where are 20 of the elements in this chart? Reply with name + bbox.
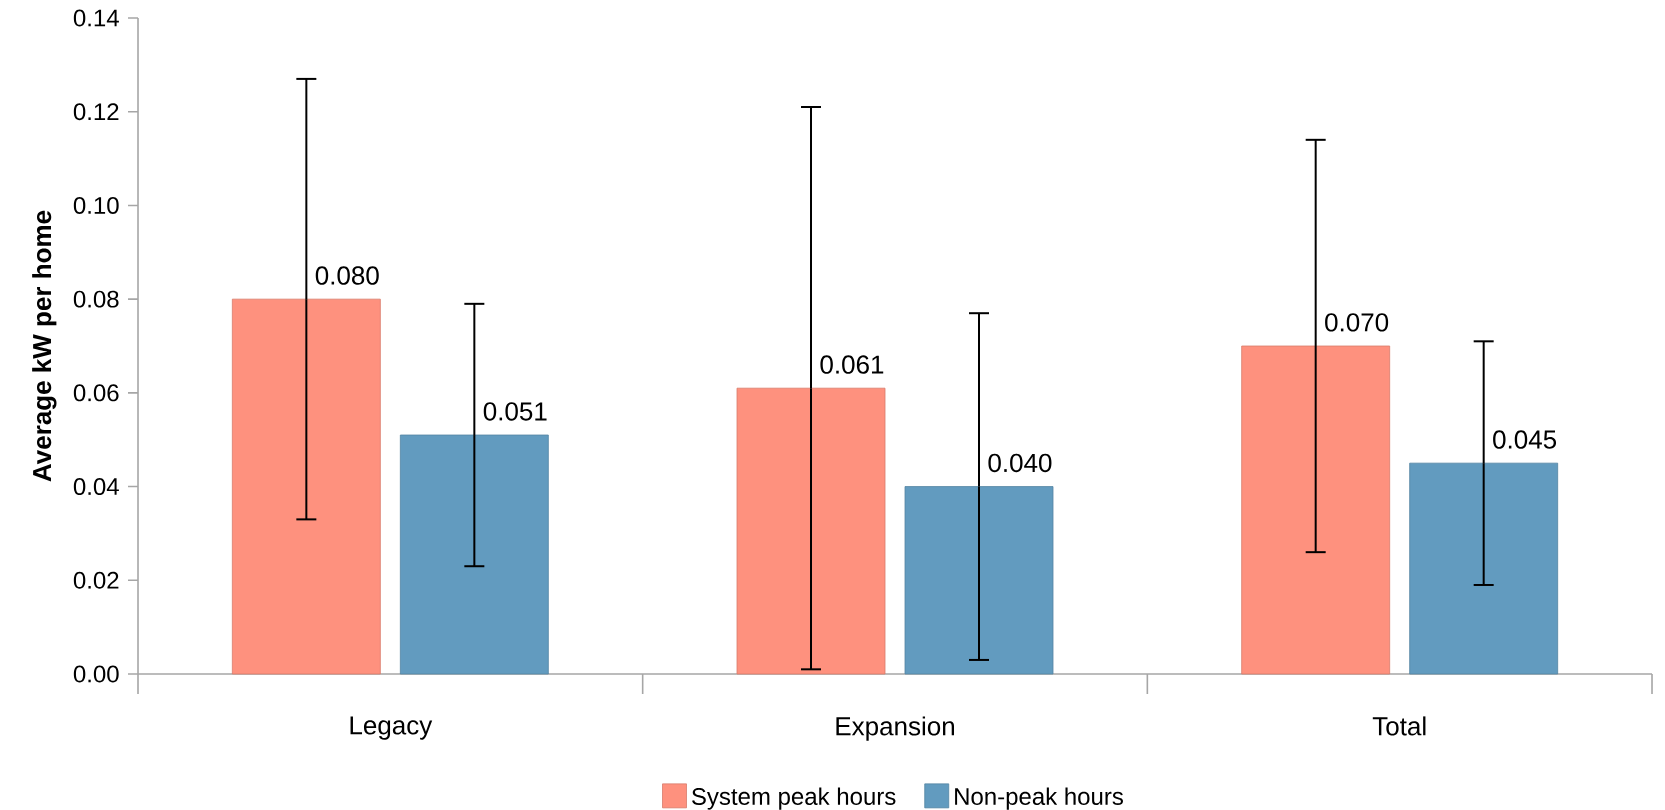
y-tick-label: 0.02 [73, 571, 119, 589]
y-axis-title: Average kW per home [32, 210, 57, 482]
y-tick-label: 0.04 [73, 478, 119, 496]
y-tick-label: 0.12 [73, 103, 119, 121]
data-label: 0.051 [483, 402, 547, 421]
y-tick-label: 0.06 [73, 384, 119, 402]
y-tick-label: 0.00 [73, 665, 119, 683]
data-label: 0.080 [315, 266, 379, 285]
x-tick-label: Expansion [836, 716, 954, 741]
x-tick-label: Legacy [350, 716, 433, 740]
legend-label: System peak hours [692, 787, 896, 810]
legend-label: Non-peak hours [955, 787, 1123, 810]
y-tick-label: 0.14 [73, 9, 119, 27]
data-label: 0.070 [1325, 313, 1389, 332]
data-label: 0.061 [820, 355, 884, 374]
y-tick-label: 0.08 [73, 290, 119, 308]
data-label: 0.040 [988, 453, 1052, 473]
data-label: 0.045 [1493, 430, 1557, 449]
y-tick-label: 0.10 [73, 196, 119, 214]
x-tick-label: Total [1372, 716, 1426, 736]
